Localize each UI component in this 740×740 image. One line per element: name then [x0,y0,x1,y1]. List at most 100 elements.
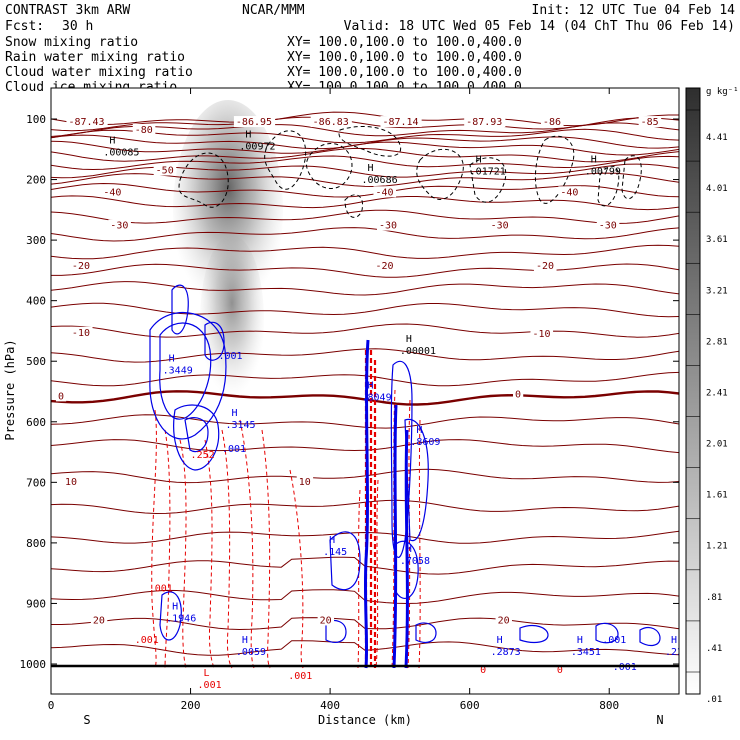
cloud-ice-contour [306,143,353,189]
isotherm-label: -87.93 [466,117,502,128]
y-tick-label: 900 [26,597,46,610]
init-time: Init: 12 UTC Tue 04 Feb 14 [532,3,736,18]
isotherm-label: 20 [498,615,510,626]
extremum-marker: H [169,353,175,364]
isotherm-lines [51,111,679,656]
extremum-marker: H [329,535,335,546]
isotherm-label: -20 [375,261,393,272]
isotherm-line [51,468,679,484]
y-tick-label: 500 [26,355,46,368]
isotherm-label-bg [373,186,397,198]
isotherm-line [51,147,679,163]
extremum-marker: H [671,635,677,646]
colorbar-label: 2.81 [706,337,728,347]
extremum-value: .252 [191,450,215,461]
cloud-water-contour [159,322,212,420]
isotherm-label: 10 [65,477,77,488]
isotherm-label: -86.95 [236,117,272,128]
center-title: NCAR/MMM [242,3,305,18]
isotherm-label: 20 [320,615,332,626]
isotherm-label-bg [464,116,506,128]
extremum-marker: H [406,544,412,555]
isotherm-label: 0 [58,391,64,402]
isotherm-label: -40 [375,187,393,198]
isotherm-label-bg [513,388,524,400]
isotherm-line [51,227,679,242]
rain-contour [289,469,304,669]
cloud-water-core [363,339,409,669]
rain-contour [375,479,379,669]
isotherm-label: -40 [560,187,578,198]
rain-contour [164,429,171,669]
isotherm-label-bg [533,260,557,272]
colorbar-label: 3.21 [706,286,728,296]
isotherm-label: -40 [103,187,121,198]
isotherm-label-bg [153,164,177,176]
extremum-value: .2297 [665,647,695,658]
rain-contour [418,419,421,669]
extremum-marker: H [242,635,248,646]
cloud-ice-contour [469,157,507,203]
x-tick-label: 400 [320,699,340,712]
y-tick-label: 300 [26,234,46,247]
extremum-value: .001 [222,444,246,455]
extremum-marker: H [416,425,422,436]
isotherm-label-bg [558,186,581,198]
extremum-marker: H [172,602,178,613]
colorbar-label: 1.21 [706,542,728,552]
rain-contour [204,439,215,669]
x-tick-label: 800 [599,699,619,712]
extremum-marker: H [591,155,597,166]
isotherm-label: -86 [543,117,561,128]
cloud-water-contour [390,360,413,559]
rain-contour [221,429,233,669]
x-end-label-south: S [83,713,90,727]
extremum-value: .00085 [103,147,139,158]
rain-contour [261,429,271,669]
isotherm-label-bg [495,614,512,626]
cloud-water-contour [325,619,347,643]
isotherm-label: -30 [491,221,509,232]
extremum-value: .001 [613,662,637,673]
isotherm-label: -30 [599,221,617,232]
isotherm-label: -30 [379,221,397,232]
colorbar-bands [686,109,700,673]
cloud-water-contour [184,417,209,453]
cloud-ice-contour [338,126,402,157]
isotherm-label: -10 [72,328,90,339]
y-tick-label: 700 [26,476,46,489]
isotherm-label-bg [132,123,156,135]
extremum-marker: H [497,635,503,646]
isotherm-label: -50 [156,166,174,177]
extremum-marker: H [406,334,412,345]
isotherm-label-bg [66,116,108,128]
plot-frame [50,87,680,695]
isotherm-label-bg [62,475,80,487]
extremum-marker: L [204,668,210,679]
isotherm-line [51,128,679,144]
extremum-value: .001 [198,680,222,691]
isotherm-label-bg [373,260,397,272]
rain-contour [239,419,255,669]
extremum-marker: H [368,381,374,392]
isotherm-label-bg [310,116,352,128]
isotherm-label: 0 [515,390,521,401]
isotherm-label-bg [108,219,131,231]
extremum-marker: H [109,135,115,146]
extremum-value: 0 [557,665,563,676]
extremum-value: .1946 [166,614,196,625]
y-tick-label: 200 [26,174,46,187]
cloud-ice-contour [597,165,620,207]
isotherm-label-bg [90,614,108,626]
isotherm-line [51,182,679,198]
x-tick-label: 0 [48,699,55,712]
extremum-value: .3145 [225,420,255,431]
extremum-value: .001 [135,635,159,646]
colorbar-label: 3.61 [706,235,728,245]
isotherm-line [51,122,679,137]
isotherm-label: -85 [641,117,659,128]
extremum-value: .0059 [236,647,266,658]
isotherm-label-bg [69,326,93,338]
extremum-value: .001 [288,671,312,682]
